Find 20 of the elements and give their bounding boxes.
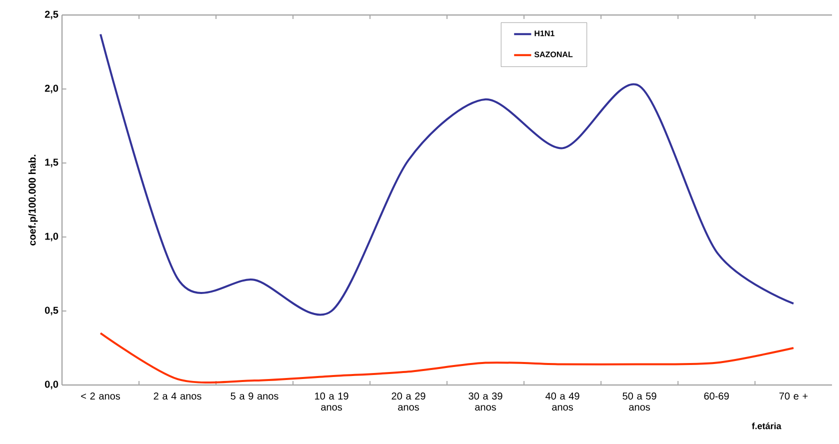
y-tick-label: 2,5 [44, 10, 58, 20]
y-tick-label: 0,5 [44, 306, 58, 316]
y-tick-label: 1,0 [45, 232, 58, 242]
x-tick-label: 5 a 9 anos [230, 392, 278, 400]
x-tick-label: 10 a 19 anos [315, 392, 348, 411]
x-tick-label: 50 a 59 anos [622, 392, 656, 411]
legend-label: SAZONAL [534, 52, 573, 58]
x-tick-label: 70 e + [779, 392, 808, 400]
x-tick-label: < 2 anos [81, 392, 120, 400]
x-tick-label: 40 a 49 anos [546, 392, 580, 411]
x-tick-label: 30 a 39 anos [468, 392, 502, 411]
y-tick-label: 2,0 [44, 84, 58, 94]
y-tick-label: 1,5 [45, 158, 58, 168]
x-tick-label: 20 a 29 anos [392, 392, 426, 411]
y-tick-label: 0,0 [44, 380, 58, 390]
y-axis-title: coef.p/100.000 hab. [28, 154, 38, 246]
x-axis-title: f.etária [752, 422, 782, 430]
legend-label: H1N1 [534, 30, 554, 36]
x-tick-label: 60-69 [704, 392, 729, 400]
x-tick-label: 2 a 4 anos [154, 392, 202, 400]
